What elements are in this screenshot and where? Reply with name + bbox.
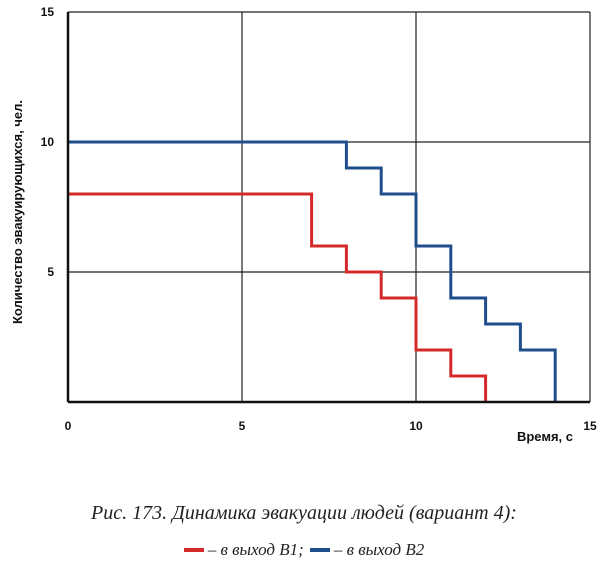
x-tick-label-0: 0 [65, 419, 72, 433]
legend-separator: ; [298, 540, 304, 559]
legend-swatch-b2 [309, 548, 330, 552]
legend: – в выход В1 ; – в выход В2 [0, 540, 608, 560]
legend-label-b1: – в выход В1 [207, 540, 299, 559]
y-axis-label: Количество эвакуирующихся, чел. [10, 100, 25, 324]
tick-labels: 0 5 10 15 5 10 15 [41, 5, 597, 433]
x-axis-label: Время, с [517, 429, 573, 444]
series-line-1 [68, 192, 488, 402]
x-tick-label-3: 15 [583, 419, 597, 433]
series-line-2 [68, 140, 557, 402]
y-tick-label-2: 10 [41, 135, 55, 149]
grid [68, 11, 591, 402]
figure-caption: Рис. 173. Динамика эвакуации людей (вари… [91, 502, 517, 524]
series-layer [68, 140, 557, 402]
x-tick-label-2: 10 [409, 419, 423, 433]
axes [66, 12, 590, 404]
y-tick-label-1: 5 [47, 265, 54, 279]
y-tick-label-3: 15 [41, 5, 55, 19]
x-tick-label-1: 5 [239, 419, 246, 433]
evacuation-chart: 0 5 10 15 5 10 15 Время, с Количество эвакуиру… [10, 5, 597, 444]
legend-swatch-b1 [183, 548, 204, 552]
legend-label-b2: – в выход В2 [333, 540, 425, 559]
